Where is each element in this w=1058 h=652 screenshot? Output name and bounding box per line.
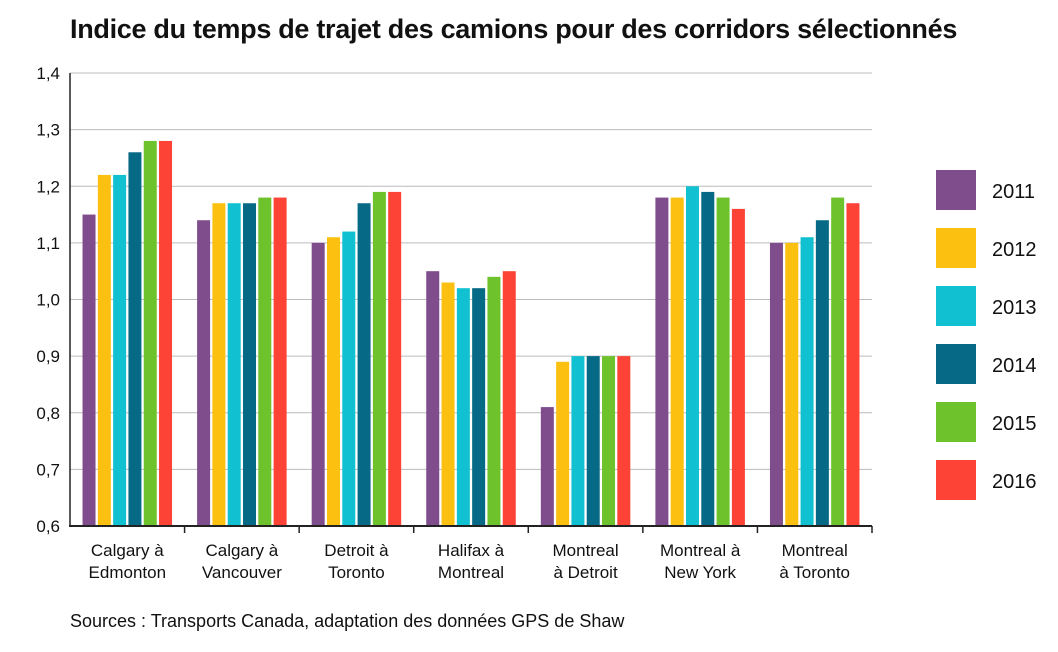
chart-source: Sources : Transports Canada, adaptation …	[70, 611, 625, 631]
bar	[701, 191, 715, 526]
bar	[685, 186, 699, 526]
bar	[785, 242, 799, 526]
legend-label: 2014	[992, 355, 1037, 377]
bar	[716, 197, 730, 526]
legend-swatch	[936, 402, 976, 442]
bar	[441, 282, 455, 526]
x-category-label: Calgary à Edmonton	[89, 541, 167, 582]
bar	[243, 203, 257, 527]
legend-label: 2011	[992, 181, 1035, 203]
bar	[655, 197, 669, 526]
y-tick-label: 1,0	[36, 291, 60, 310]
bar	[159, 140, 173, 526]
y-tick-label: 1,1	[36, 234, 60, 253]
bar	[472, 288, 486, 526]
bar	[82, 214, 96, 526]
legend-swatch	[936, 460, 976, 500]
legend-swatch	[936, 170, 976, 210]
bar	[571, 356, 585, 526]
x-category-label: Halifax à Montreal	[438, 541, 505, 582]
bar	[815, 220, 829, 526]
bar	[372, 191, 386, 526]
bar	[311, 242, 325, 526]
y-tick-label: 1,4	[36, 64, 60, 83]
legend-swatch	[936, 228, 976, 268]
bar	[227, 203, 241, 527]
bar	[197, 220, 211, 526]
legend-label: 2012	[992, 239, 1037, 261]
y-tick-label: 0,6	[36, 517, 60, 536]
bars	[82, 140, 860, 527]
x-category-label: Montreal à Toronto	[779, 541, 850, 582]
x-category-label: Calgary à Vancouver	[202, 541, 282, 582]
x-category-label: Montreal à New York	[660, 541, 741, 582]
bar	[113, 174, 127, 527]
bar	[831, 197, 845, 526]
legend-swatch	[936, 344, 976, 384]
x-category-label: Detroit à Toronto	[324, 541, 389, 582]
bar	[326, 237, 340, 526]
x-category-label: Montreal à Detroit	[553, 541, 619, 582]
bar	[846, 203, 860, 527]
bar	[456, 288, 470, 526]
bar	[800, 237, 814, 526]
bar	[212, 203, 226, 527]
bar	[502, 271, 516, 526]
bar	[426, 271, 440, 526]
legend-label: 2015	[992, 413, 1037, 435]
y-tick-label: 0,8	[36, 404, 60, 423]
gridlines	[70, 72, 872, 470]
bar	[617, 356, 631, 526]
legend-label: 2016	[992, 471, 1037, 493]
bar	[556, 361, 570, 526]
y-tick-label: 1,3	[36, 121, 60, 140]
bar	[388, 191, 402, 526]
bar	[602, 356, 616, 526]
bar	[128, 152, 142, 526]
bar	[731, 208, 745, 526]
y-tick-label: 0,9	[36, 347, 60, 366]
bar	[143, 140, 157, 526]
chart-title: Indice du temps de trajet des camions po…	[70, 14, 958, 44]
bar	[342, 231, 356, 527]
bar	[769, 242, 783, 526]
y-tick-label: 0,7	[36, 460, 60, 479]
bar	[586, 356, 600, 526]
bar	[273, 197, 287, 526]
y-tick-label: 1,2	[36, 177, 60, 196]
legend: 2011 2012 2013 2014 2015 2016	[936, 170, 1037, 500]
bar	[258, 197, 272, 526]
bar	[540, 407, 554, 526]
bar	[357, 203, 371, 527]
bar	[97, 174, 111, 527]
legend-swatch	[936, 286, 976, 326]
bar	[670, 197, 684, 526]
legend-label: 2013	[992, 297, 1037, 319]
axes: 0,6 0,7 0,8 0,9 1,0 1,1 1,2 1,3 1,4 Calgary à Edmo…	[36, 64, 873, 582]
bar	[487, 276, 501, 526]
